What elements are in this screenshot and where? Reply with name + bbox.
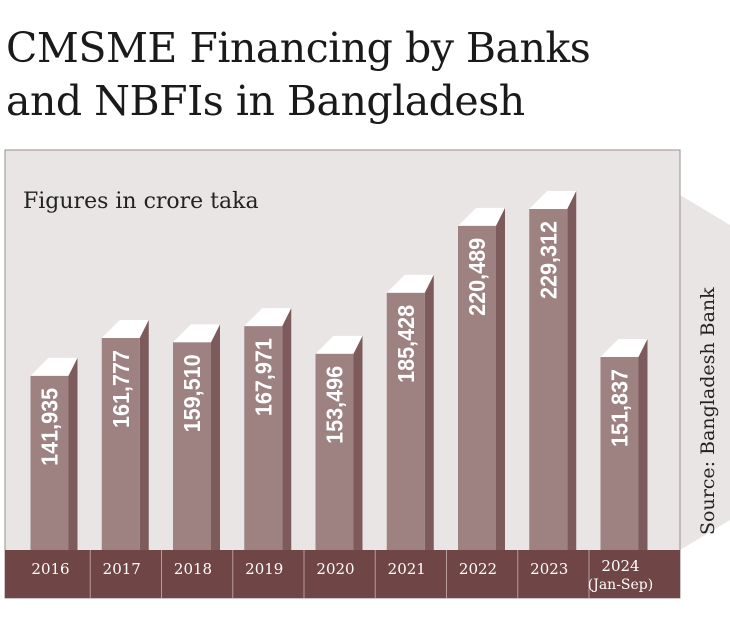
bar-side bbox=[638, 338, 648, 550]
bar-2018: 159,510 bbox=[173, 324, 220, 550]
value-label: 161,777 bbox=[108, 350, 134, 428]
category-label: 2018 bbox=[174, 560, 212, 578]
bar-front bbox=[315, 353, 354, 550]
value-label: 167,971 bbox=[250, 338, 276, 416]
bar-front bbox=[386, 292, 425, 550]
bar-top bbox=[386, 274, 434, 293]
category-label: 2023 bbox=[530, 560, 568, 578]
bar-2019: 167,971 bbox=[244, 308, 292, 550]
title-line-2: and NBFIs in Bangladesh bbox=[6, 77, 525, 125]
bar-side bbox=[211, 324, 220, 550]
bar-side bbox=[282, 308, 292, 550]
bar-front bbox=[458, 225, 496, 550]
bar-top bbox=[244, 308, 292, 327]
category-label: 2024 bbox=[601, 557, 639, 575]
bar-side bbox=[567, 191, 577, 550]
title-line-1: CMSME Financing by Banks bbox=[6, 24, 591, 72]
bar-2021: 185,428 bbox=[386, 274, 434, 550]
bar-side bbox=[139, 320, 149, 550]
bar-2023: 229,312 bbox=[529, 191, 577, 550]
bar-front bbox=[244, 326, 283, 550]
bar-top bbox=[458, 207, 505, 226]
category-label: 2020 bbox=[316, 560, 354, 578]
chart-title: CMSME Financing by Banks and NBFIs in Ba… bbox=[6, 22, 591, 128]
bar-2016: 141,935 bbox=[30, 357, 78, 550]
value-label: 153,496 bbox=[322, 366, 348, 444]
bar-side bbox=[424, 274, 434, 550]
bar-side bbox=[353, 335, 363, 550]
bar-top bbox=[529, 191, 577, 210]
bar-front bbox=[173, 342, 211, 550]
category-label: 2016 bbox=[31, 560, 69, 578]
chart-subtitle: Figures in crore taka bbox=[23, 189, 259, 214]
bar-top bbox=[600, 338, 648, 357]
bar-front bbox=[30, 375, 69, 550]
bar-top bbox=[30, 357, 78, 376]
bar-top bbox=[173, 324, 220, 343]
source-arrow-panel bbox=[680, 195, 730, 550]
bar-2022: 220,489 bbox=[458, 207, 505, 550]
bar-side bbox=[68, 357, 78, 550]
category-label: 2019 bbox=[245, 560, 283, 578]
source-label: Source: Bangladesh Bank bbox=[697, 287, 719, 535]
bar-2024: 151,837 bbox=[600, 338, 648, 550]
bar-side bbox=[496, 207, 505, 550]
value-label: 229,312 bbox=[535, 221, 561, 299]
value-label: 151,837 bbox=[607, 369, 633, 447]
value-label: 220,489 bbox=[464, 238, 490, 316]
value-label: 141,935 bbox=[37, 388, 63, 466]
value-label: 159,510 bbox=[179, 354, 205, 432]
category-label: 2022 bbox=[459, 560, 497, 578]
bar-front bbox=[101, 338, 140, 550]
bar-top bbox=[315, 335, 363, 354]
bar-front bbox=[529, 209, 568, 550]
category-label: 2017 bbox=[103, 560, 141, 578]
bar-front bbox=[600, 356, 639, 550]
category-axis-band bbox=[5, 550, 680, 598]
bar-2017: 161,777 bbox=[101, 320, 149, 550]
bar-2020: 153,496 bbox=[315, 335, 363, 550]
category-sublabel: (Jan-Sep) bbox=[588, 577, 653, 593]
value-label: 185,428 bbox=[393, 305, 419, 383]
category-label: 2021 bbox=[388, 560, 426, 578]
bar-top bbox=[101, 320, 149, 339]
